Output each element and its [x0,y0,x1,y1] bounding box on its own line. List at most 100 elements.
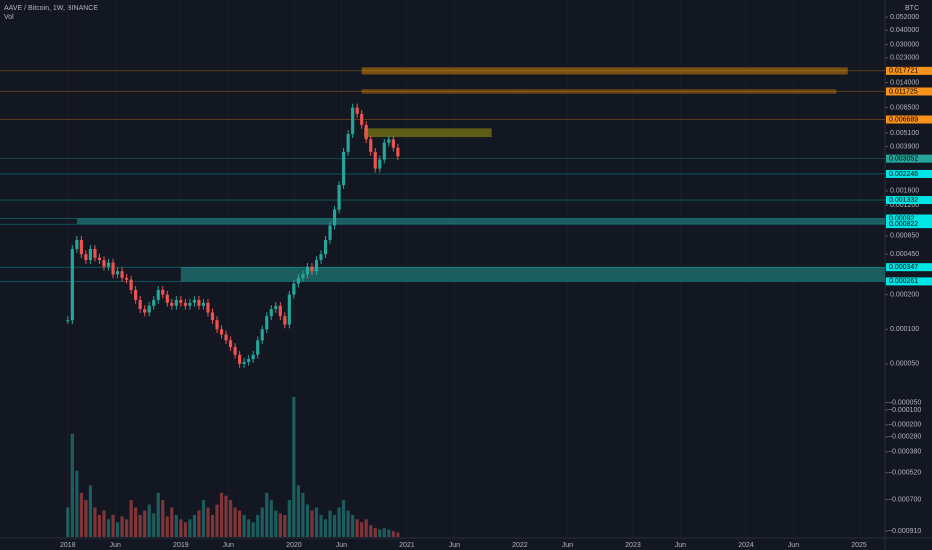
level-label: 0.00092 [889,215,914,222]
volume-bar [323,519,328,537]
y-tick-label: 0.000100 [890,326,919,333]
y-tick-label: 0.052000 [890,14,919,21]
volume-bar [382,528,386,537]
zone [363,128,492,138]
level-label: 0.006689 [889,116,918,123]
candle-body [260,329,264,341]
volume-label: Vol [4,14,14,21]
candle-body [274,305,278,310]
y-tick-label: 0.014000 [890,79,919,86]
x-tick-label: 2022 [512,542,528,549]
volume-bar [197,510,201,537]
candle-body [296,277,300,284]
volume-bar [265,492,269,537]
candle-body [292,283,296,295]
volume-bar [210,514,215,537]
level-badge [886,196,932,205]
y-tick-label: 0.000450 [890,251,919,258]
volume-bar [125,519,129,537]
volume-bar [346,510,350,537]
volume-bar [233,507,237,537]
x-tick-label: Jun [449,542,460,549]
level-label: 0.000347 [889,264,918,271]
y2-tick-label: −0.000380 [888,449,921,456]
level-label: 0.003052 [889,156,918,163]
level-label: 0.011725 [889,88,918,95]
x-tick-label: 2025 [851,542,867,549]
volume-bar [106,519,111,537]
x-tick-label: Jun [562,542,573,549]
candle-body [387,139,391,143]
volume-bar [97,514,102,537]
volume-bar [314,507,319,537]
level-label: 0.000261 [889,278,918,285]
candle-body [323,239,328,255]
level-label: 0.002246 [889,171,918,178]
candle-body [305,266,310,275]
candle-body [70,248,74,321]
candle-body [79,239,83,255]
candle-body [138,299,142,310]
volume-bar [79,492,83,537]
y-tick-label: 0.040000 [890,27,919,34]
volume-bar [337,507,341,537]
volume-bar [228,500,233,537]
candle-body [238,354,242,364]
volume-bar [147,504,151,537]
y-tick-label: 0.008500 [890,104,919,111]
volume-bar [188,519,192,537]
candle-body [346,134,350,152]
volume-bar [269,500,273,537]
candle-body [156,289,160,300]
level-badge [886,214,932,223]
candle-body [287,294,291,325]
volume-bar [260,507,264,537]
level-badge [886,277,932,286]
candle-body [251,354,255,360]
volume-bar [66,507,70,537]
x-tick-label: 2020 [286,542,302,549]
candle-body [147,305,151,313]
zone [180,267,886,282]
volume-bar [369,525,373,537]
volume-bar [152,513,156,537]
candle-body [102,260,106,267]
volume-bar [247,519,251,537]
y2-tick-label: −0.000050 [888,399,921,406]
symbol-title: AAVE / Bitcoin, 1W, BINANCE [4,5,98,12]
level-label: 0.017721 [889,68,918,75]
volume-bar [301,492,305,537]
volume-bar [396,532,400,537]
candle-body [391,139,395,148]
volume-bar [174,514,178,537]
volume-bar [192,514,196,537]
volume-bar [319,514,323,537]
x-tick-label: Jun [675,542,686,549]
candle-body [378,159,382,169]
candle-body [210,312,215,321]
candle-body [269,309,273,317]
y2-tick-label: −0.000520 [888,470,921,477]
candle-body [93,248,97,258]
x-tick-label: 2024 [738,542,754,549]
level-badge [886,87,932,96]
candle-body [224,334,228,341]
volume-bar [305,504,310,537]
volume-bar [332,514,337,537]
candle-body [66,320,70,322]
level-badge [886,220,932,229]
level-badge [886,169,932,178]
candle-body [75,239,79,249]
x-tick-label: 2019 [173,542,189,549]
volume-bar [238,510,242,537]
candle-body [88,248,93,261]
candle-body [351,107,355,135]
candle-body [188,302,192,306]
volume-bar [134,507,138,537]
x-tick-label: Jun [223,542,234,549]
level-label: 0.000822 [889,221,918,228]
volume-bar [129,500,133,537]
candle-body [364,124,368,140]
candle-body [174,299,178,306]
candle-body [129,279,133,290]
